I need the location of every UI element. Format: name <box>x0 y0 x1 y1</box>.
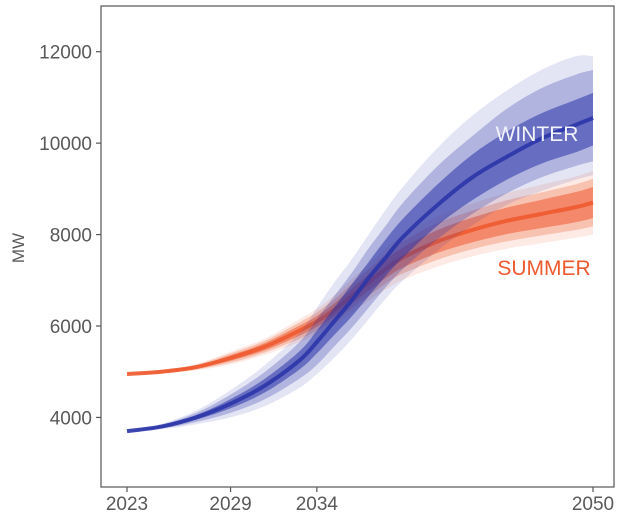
x-tick-label: 2029 <box>209 494 251 514</box>
y-tick-label: 12000 <box>39 43 92 64</box>
series-label-summer: SUMMER <box>497 257 590 280</box>
winter-band-95 <box>127 55 593 432</box>
winter-band-50 <box>127 92 593 432</box>
plot-frame <box>100 5 615 488</box>
y-axis-title: MW <box>9 233 28 263</box>
x-tick-label: 2034 <box>296 494 339 514</box>
y-tick-label: 4000 <box>50 408 92 429</box>
series-winter <box>126 55 594 434</box>
y-tick-label: 6000 <box>50 317 92 338</box>
x-tick-label: 2023 <box>106 494 148 514</box>
winter-median-line <box>126 116 594 434</box>
x-tick-label: 2050 <box>572 494 614 514</box>
bands-layer <box>126 55 594 434</box>
axis-ticks: 4000 6000 8000 10000 12000 2023 2029 2034 2050 <box>39 43 614 514</box>
series-label-winter: WINTER <box>496 123 579 146</box>
y-tick-label: 8000 <box>50 226 92 247</box>
y-tick-label: 10000 <box>39 134 92 155</box>
summer-band-50 <box>127 187 593 374</box>
